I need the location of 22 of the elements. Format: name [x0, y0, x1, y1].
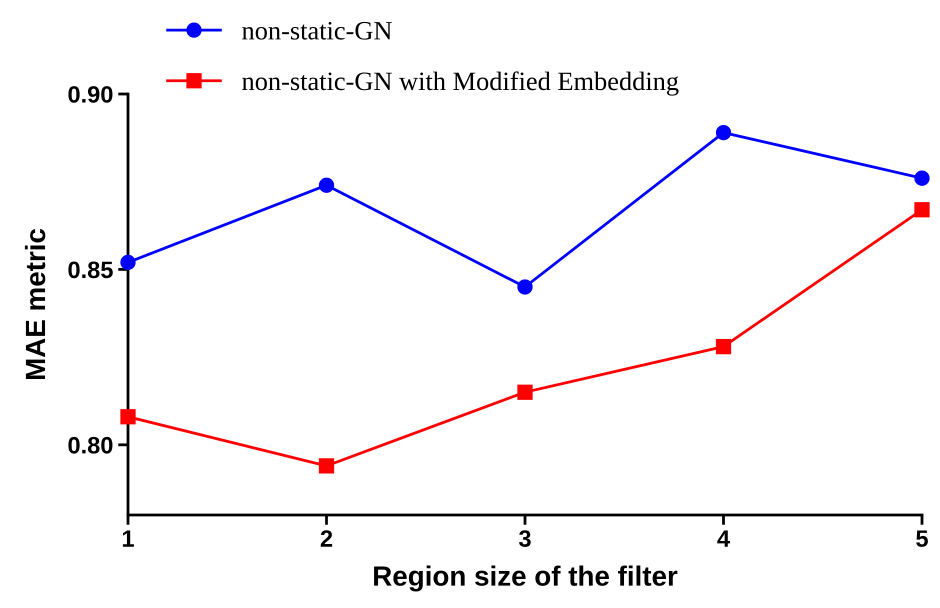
x-tick-label: 5: [916, 530, 928, 547]
y-tick-label: 0.90: [68, 86, 112, 103]
y-tick-label: 0.85: [68, 261, 113, 278]
x-tick-label: 4: [717, 530, 730, 547]
point: [914, 170, 930, 186]
point: [716, 338, 732, 354]
point: [318, 458, 334, 474]
legend-label: non-static-GN: [242, 22, 392, 40]
point: [517, 384, 533, 400]
point: [120, 254, 136, 270]
legend-label: non-static-GN with Modified Embedding: [242, 71, 679, 96]
x-tick-label: 3: [518, 530, 531, 547]
y-axis-title: MAE metric: [24, 228, 46, 380]
y-tick-label: 0.80: [68, 436, 112, 454]
point: [120, 409, 136, 424]
x-axis-title: Region size of the filter: [374, 565, 678, 592]
point: [914, 202, 930, 218]
x-tick-label: 2: [320, 530, 332, 547]
point: [517, 279, 533, 295]
x-tick-label: 1: [122, 530, 134, 547]
point: [716, 124, 732, 140]
point: [318, 178, 334, 193]
